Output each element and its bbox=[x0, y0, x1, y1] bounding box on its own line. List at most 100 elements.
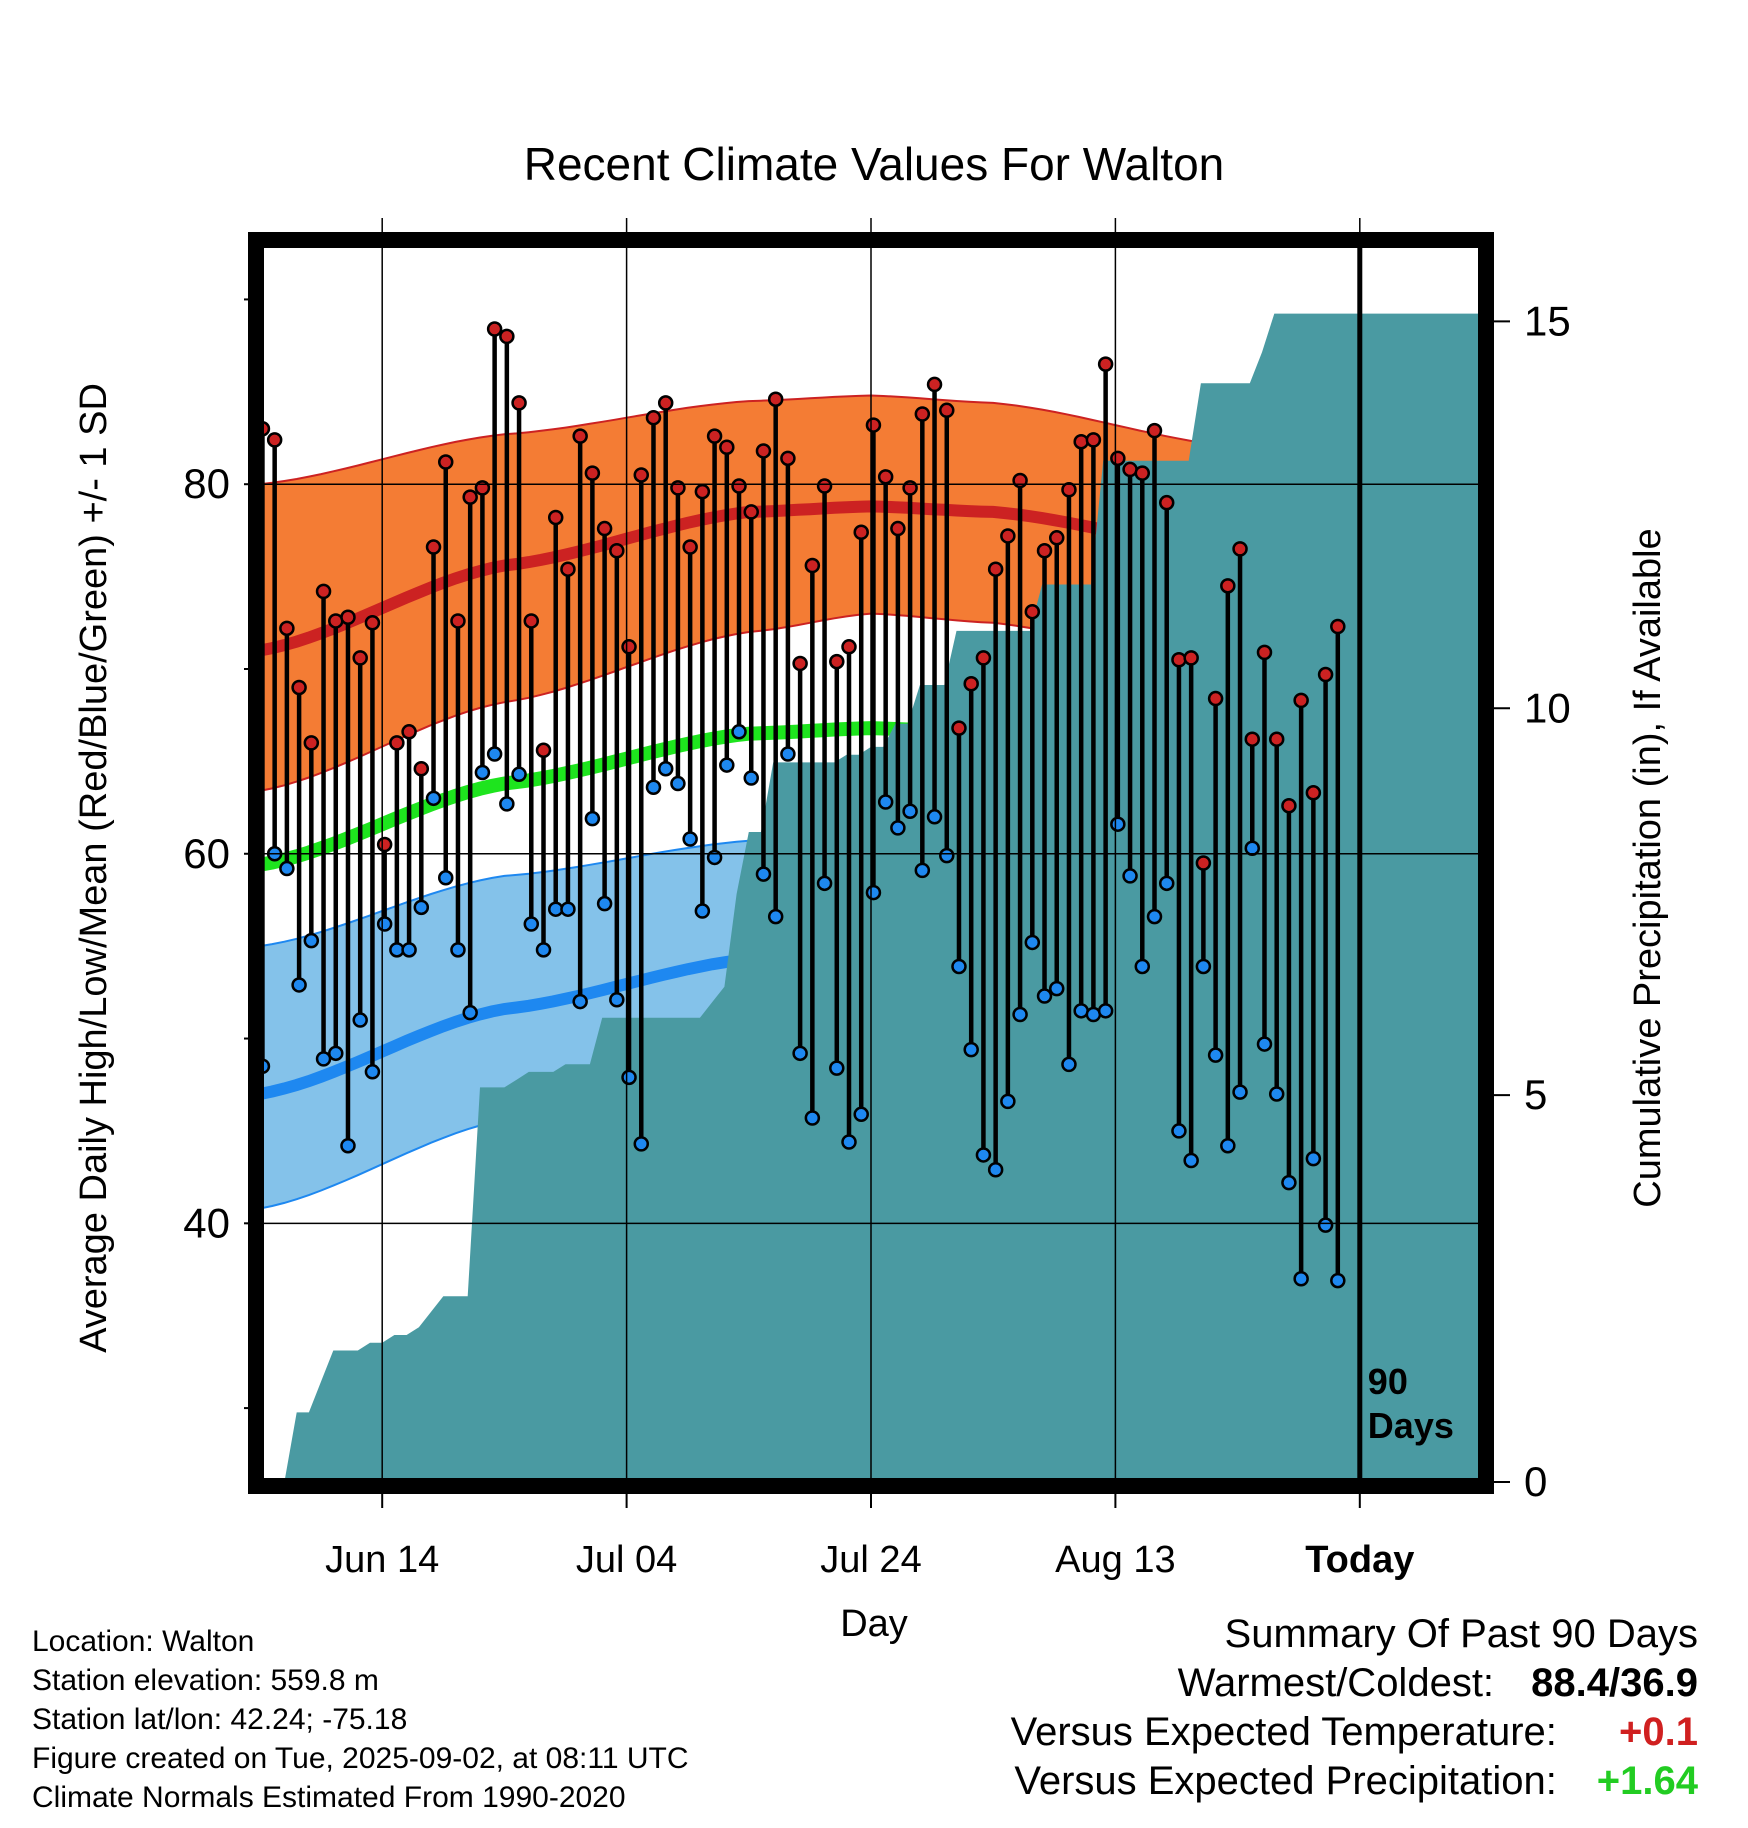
low-point bbox=[474, 764, 491, 781]
high-point bbox=[596, 520, 613, 537]
warm-cold-label: Warmest/Coldest: bbox=[1177, 1661, 1495, 1705]
high-point bbox=[389, 735, 405, 751]
summary-temp-row: Versus Expected Temperature: +0.1 bbox=[1011, 1708, 1698, 1757]
location-text: Location: Walton bbox=[32, 1625, 255, 1658]
high-point bbox=[340, 609, 356, 625]
low-point bbox=[877, 794, 894, 810]
low-point bbox=[1061, 1056, 1077, 1073]
low-point bbox=[865, 884, 882, 901]
low-point bbox=[1305, 1150, 1322, 1167]
high-point bbox=[1232, 541, 1248, 557]
low-point bbox=[682, 831, 698, 847]
high-point bbox=[523, 613, 540, 629]
low-point bbox=[1232, 1084, 1248, 1100]
high-point bbox=[1000, 528, 1016, 544]
low-point bbox=[1024, 934, 1041, 951]
low-point bbox=[401, 942, 417, 958]
low-point bbox=[816, 875, 833, 892]
low-point bbox=[364, 1064, 381, 1080]
today-days-label-line: 90 bbox=[1368, 1361, 1408, 1402]
high-point bbox=[719, 439, 735, 456]
low-point bbox=[303, 932, 320, 949]
y2-tick-label: 15 bbox=[1524, 297, 1571, 344]
low-point bbox=[1195, 958, 1212, 975]
high-point bbox=[731, 478, 747, 494]
plot-inner bbox=[260, 244, 1482, 1482]
low-point bbox=[939, 847, 955, 864]
high-point bbox=[1012, 472, 1028, 489]
low-point bbox=[829, 1060, 845, 1076]
low-point bbox=[804, 1110, 821, 1126]
high-point bbox=[535, 742, 552, 759]
low-point bbox=[987, 1161, 1004, 1178]
high-point bbox=[816, 478, 833, 494]
low-point bbox=[1256, 1036, 1273, 1052]
low-point bbox=[560, 901, 576, 917]
summary-panel: Summary Of Past 90 Days Warmest/Coldest:… bbox=[1011, 1610, 1698, 1806]
created-text: Figure created on Tue, 2025-09-02, at 08… bbox=[32, 1742, 689, 1775]
high-point bbox=[987, 561, 1004, 577]
high-point bbox=[743, 504, 759, 520]
low-point bbox=[328, 1045, 344, 1062]
high-point bbox=[425, 539, 442, 555]
x-axis-label: Day bbox=[840, 1603, 908, 1645]
high-point bbox=[1036, 542, 1053, 559]
y-tick-label: 80 bbox=[183, 460, 230, 507]
high-point bbox=[486, 321, 503, 337]
low-point bbox=[523, 916, 540, 932]
low-point bbox=[572, 993, 588, 1010]
x-tick-label: Jun 14 bbox=[325, 1539, 439, 1581]
low-point bbox=[853, 1106, 869, 1123]
high-point bbox=[1256, 644, 1273, 661]
low-point bbox=[609, 991, 625, 1008]
high-point bbox=[1317, 666, 1334, 683]
low-point bbox=[596, 895, 613, 912]
high-point bbox=[291, 679, 307, 696]
low-point bbox=[1036, 988, 1053, 1004]
low-point bbox=[1097, 1003, 1114, 1019]
low-point bbox=[352, 1012, 368, 1028]
low-point bbox=[499, 796, 515, 812]
high-point bbox=[364, 615, 381, 631]
low-point bbox=[1146, 908, 1163, 925]
high-point bbox=[939, 402, 955, 419]
high-point bbox=[914, 406, 931, 422]
high-point bbox=[804, 557, 821, 574]
high-point bbox=[413, 761, 430, 777]
low-point bbox=[914, 862, 931, 879]
high-point bbox=[1146, 422, 1163, 439]
high-point bbox=[279, 620, 295, 637]
high-point bbox=[266, 432, 283, 448]
high-point bbox=[780, 450, 796, 467]
high-point bbox=[1244, 731, 1261, 747]
low-point bbox=[621, 1069, 637, 1086]
latlon-text: Station lat/lon: 42.24; -75.18 bbox=[32, 1703, 408, 1736]
high-point bbox=[963, 676, 979, 692]
low-point bbox=[1171, 1123, 1187, 1139]
normals-text: Climate Normals Estimated From 1990-2020 bbox=[32, 1781, 626, 1814]
low-point bbox=[584, 810, 601, 827]
low-point bbox=[731, 724, 747, 740]
high-point bbox=[315, 583, 332, 600]
high-point bbox=[1158, 494, 1175, 511]
precip-value: +1.64 bbox=[1596, 1759, 1698, 1803]
high-point bbox=[1293, 692, 1309, 709]
low-point bbox=[279, 860, 295, 877]
high-point bbox=[1183, 650, 1199, 666]
low-point bbox=[926, 809, 943, 825]
low-point bbox=[450, 942, 466, 958]
low-point bbox=[657, 761, 674, 777]
high-point bbox=[951, 720, 967, 736]
high-point bbox=[645, 409, 662, 426]
low-point bbox=[340, 1137, 356, 1154]
today-days-label: 90 Days bbox=[1368, 1361, 1454, 1446]
high-point bbox=[547, 509, 564, 526]
high-point bbox=[437, 454, 454, 470]
low-point bbox=[315, 1051, 332, 1067]
low-point bbox=[1048, 980, 1065, 997]
low-point bbox=[719, 757, 735, 773]
high-point bbox=[1061, 482, 1077, 498]
high-point bbox=[1195, 855, 1212, 871]
high-point bbox=[560, 561, 576, 577]
